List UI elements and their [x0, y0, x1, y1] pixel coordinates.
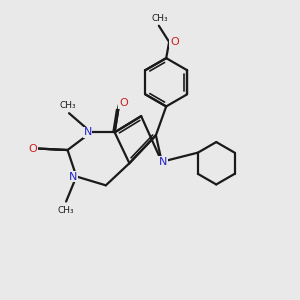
- Text: O: O: [119, 98, 128, 108]
- Text: CH₃: CH₃: [58, 206, 74, 215]
- Text: O: O: [170, 37, 179, 47]
- Text: CH₃: CH₃: [152, 14, 169, 23]
- Text: N: N: [159, 157, 167, 167]
- Text: CH₃: CH₃: [59, 101, 76, 110]
- Text: N: N: [69, 172, 78, 182]
- Text: O: O: [28, 143, 37, 154]
- Text: N: N: [83, 127, 92, 137]
